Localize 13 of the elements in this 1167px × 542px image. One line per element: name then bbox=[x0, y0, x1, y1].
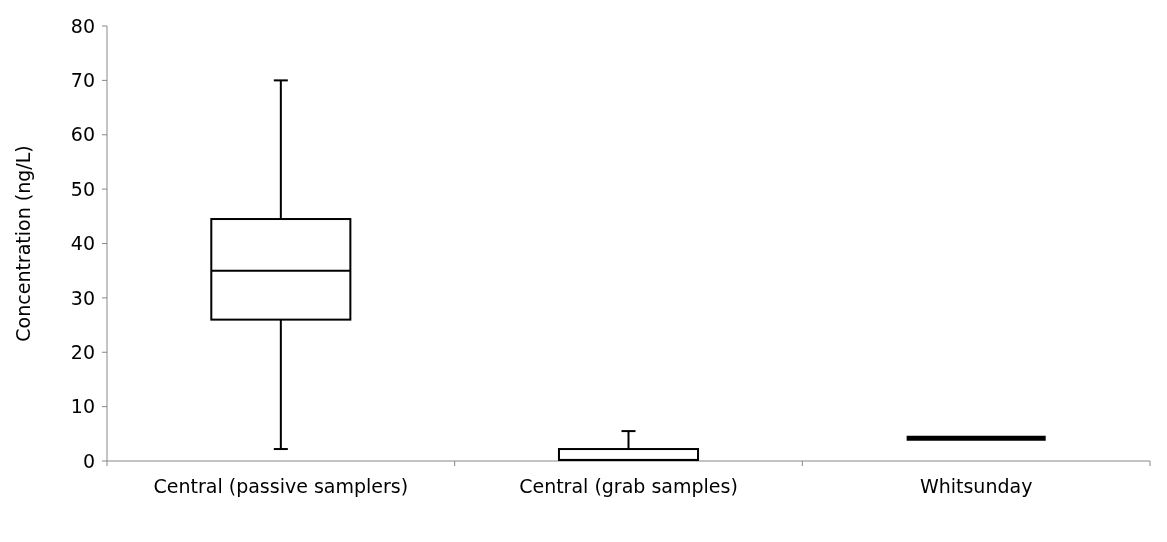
y-tick-label: 50 bbox=[70, 177, 95, 200]
y-tick-label: 70 bbox=[70, 69, 95, 92]
y-tick-label: 60 bbox=[70, 123, 95, 146]
y-tick-label: 40 bbox=[70, 232, 95, 255]
x-tick-label: Central (passive samplers) bbox=[153, 475, 409, 497]
y-axis-title: Concentration (ng/L) bbox=[12, 145, 34, 342]
y-tick-label: 10 bbox=[70, 395, 95, 418]
y-tick-label: 20 bbox=[70, 340, 95, 363]
y-tick-label: 30 bbox=[70, 286, 95, 309]
y-tick-label: 80 bbox=[70, 14, 95, 37]
y-tick-label: 0 bbox=[82, 449, 95, 472]
x-tick-label: Whitsunday bbox=[919, 475, 1033, 497]
x-tick-label: Central (grab samples) bbox=[519, 475, 738, 497]
